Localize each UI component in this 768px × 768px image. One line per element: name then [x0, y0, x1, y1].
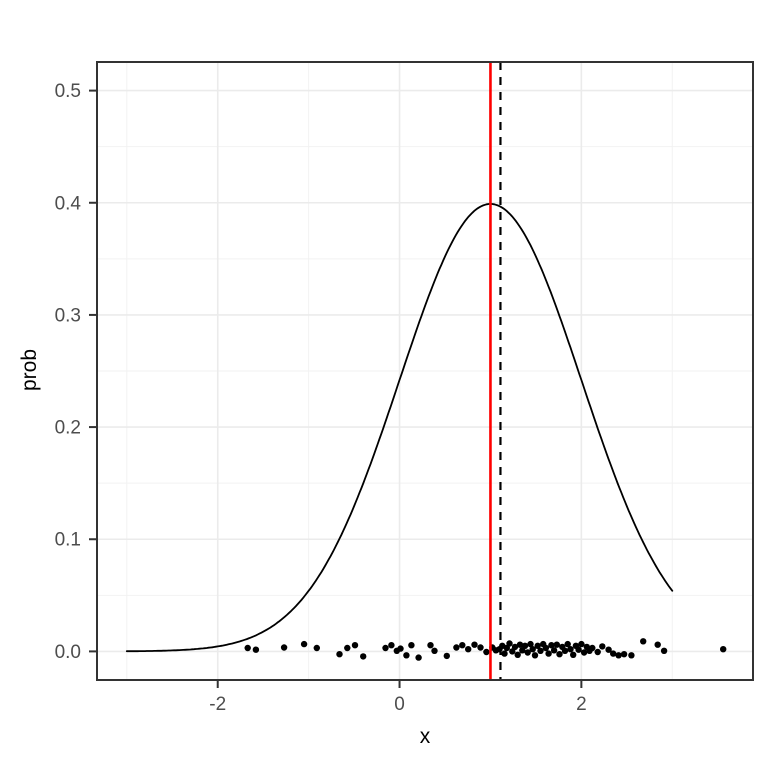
y-tick-label: 0.5: [55, 81, 81, 102]
data-point: [459, 642, 466, 649]
data-point: [660, 647, 668, 654]
data-point: [506, 640, 513, 647]
y-tick-label: 0.4: [55, 193, 82, 214]
data-point: [471, 641, 478, 648]
data-point: [534, 642, 541, 649]
x-tick-label: -2: [209, 694, 226, 715]
data-point: [578, 640, 585, 648]
data-point: [252, 646, 260, 653]
data-point: [524, 649, 531, 656]
data-point: [545, 650, 552, 657]
data-point: [483, 648, 490, 656]
data-point: [360, 653, 367, 660]
data-point: [561, 647, 569, 654]
data-point: [550, 647, 558, 654]
data-point: [300, 640, 308, 648]
data-point: [537, 647, 544, 654]
data-point: [427, 642, 434, 649]
data-point: [516, 641, 524, 648]
data-point: [465, 646, 472, 653]
data-point: [397, 645, 404, 652]
data-point: [556, 651, 563, 658]
data-point: [415, 654, 422, 661]
data-point: [431, 647, 438, 654]
x-tick-label: 2: [576, 694, 587, 715]
data-point: [720, 646, 727, 653]
data-point: [351, 642, 359, 649]
data-point: [589, 644, 596, 652]
data-point: [501, 650, 508, 657]
data-point: [564, 640, 571, 648]
data-point: [529, 646, 536, 653]
data-point: [403, 652, 410, 659]
data-point: [567, 646, 574, 653]
data-point: [477, 644, 484, 651]
data-point: [620, 651, 628, 658]
data-point: [570, 651, 577, 658]
y-tick-label: 0.3: [55, 305, 81, 326]
data-point: [527, 640, 534, 648]
data-point: [443, 652, 450, 660]
data-point: [654, 641, 661, 648]
data-point: [640, 638, 647, 645]
y-tick-label: 0.0: [55, 642, 81, 663]
data-point: [344, 644, 351, 652]
data-point: [244, 644, 251, 652]
data-point: [553, 641, 560, 648]
data-point: [388, 642, 395, 649]
data-point: [408, 642, 415, 649]
data-point: [580, 649, 588, 656]
data-point: [382, 644, 389, 652]
data-point: [531, 652, 539, 659]
y-axis-title: prob: [18, 348, 41, 392]
data-point: [605, 646, 612, 653]
data-point: [615, 652, 622, 659]
data-point: [575, 646, 582, 653]
data-point: [514, 651, 521, 658]
data-point: [313, 644, 320, 652]
data-point: [594, 648, 601, 656]
y-tick-label: 0.2: [55, 418, 81, 439]
data-point: [521, 642, 529, 649]
density-curve: [125, 202, 674, 653]
data-point: [280, 644, 288, 651]
data-point: [542, 644, 550, 652]
x-axis-title: x: [419, 725, 431, 748]
data-point: [548, 642, 555, 649]
data-point: [599, 643, 606, 650]
panel-border: [96, 61, 754, 681]
x-tick-label: 0: [394, 694, 405, 715]
data-point: [610, 650, 617, 657]
data-point: [453, 644, 460, 651]
data-point: [336, 651, 343, 658]
y-tick-label: 0.1: [55, 530, 81, 551]
data-point: [628, 652, 635, 659]
data-point: [511, 643, 519, 651]
